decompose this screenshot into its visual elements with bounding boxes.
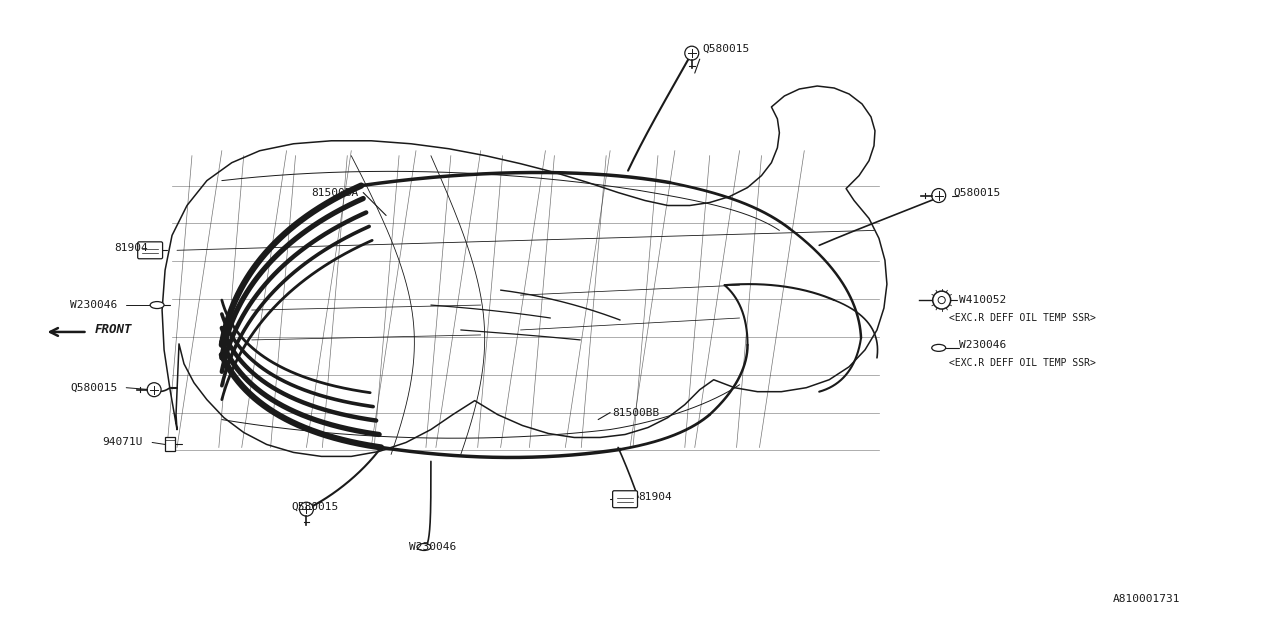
Text: W230046: W230046 [70,300,118,310]
Text: 81904: 81904 [114,243,148,253]
Ellipse shape [150,301,164,308]
Text: Q580015: Q580015 [70,383,118,393]
Text: 81904: 81904 [637,492,672,502]
FancyBboxPatch shape [138,242,163,259]
Text: 81500BA: 81500BA [311,188,358,198]
Text: 81500BB: 81500BB [612,408,659,417]
Text: W230046: W230046 [410,542,456,552]
Text: W230046: W230046 [959,340,1006,350]
Text: Q580015: Q580015 [292,502,339,512]
Text: Q580015: Q580015 [703,44,750,54]
Circle shape [938,296,945,303]
Bar [165,438,175,451]
Ellipse shape [932,344,946,351]
Text: 94071U: 94071U [102,438,143,447]
Text: <EXC.R DEFF OIL TEMP SSR>: <EXC.R DEFF OIL TEMP SSR> [948,313,1096,323]
FancyBboxPatch shape [613,491,637,508]
Text: FRONT: FRONT [95,323,132,337]
Circle shape [933,291,951,309]
Text: <EXC.R DEFF OIL TEMP SSR>: <EXC.R DEFF OIL TEMP SSR> [948,358,1096,368]
Text: Q580015: Q580015 [954,188,1001,198]
Circle shape [932,189,946,202]
Text: W410052: W410052 [959,295,1006,305]
Circle shape [147,383,161,397]
Text: A810001731: A810001731 [1112,594,1180,604]
Ellipse shape [417,543,431,550]
Circle shape [300,502,314,516]
Circle shape [685,46,699,60]
